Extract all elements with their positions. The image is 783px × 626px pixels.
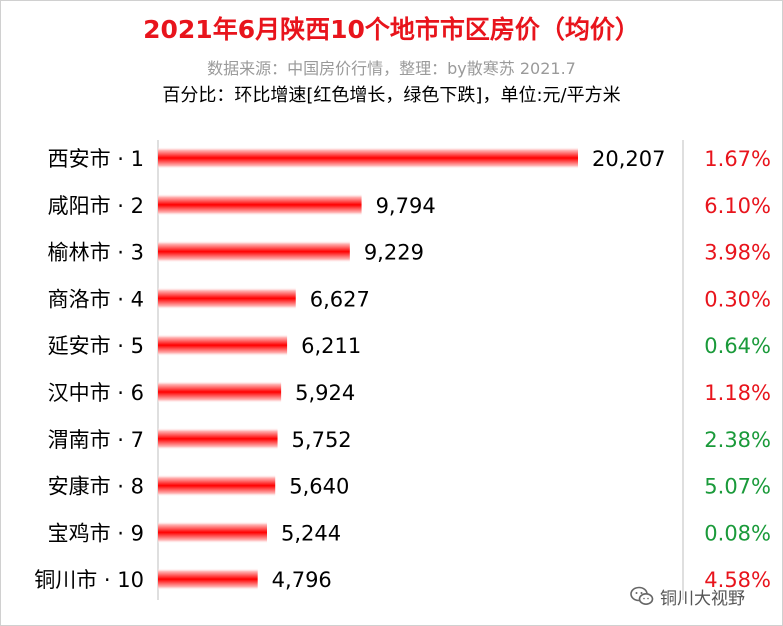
- value-label: 5,752: [292, 428, 352, 452]
- bar: [158, 381, 281, 403]
- value-label: 5,244: [281, 521, 341, 545]
- value-label: 4,796: [272, 568, 332, 592]
- category-label: 延安市 · 5: [48, 334, 144, 358]
- value-label: 9,229: [364, 241, 424, 265]
- bar: [158, 334, 287, 356]
- category-label: 汉中市 · 6: [48, 381, 144, 405]
- pct-label: 0.64%: [704, 334, 771, 358]
- value-label: 6,211: [301, 334, 361, 358]
- bar: [158, 194, 362, 216]
- category-label: 铜川市 · 10: [34, 568, 144, 592]
- pct-label: 1.67%: [704, 147, 771, 171]
- value-label: 6,627: [310, 287, 370, 311]
- category-label: 榆林市 · 3: [48, 241, 144, 265]
- bar: [158, 568, 258, 590]
- bar: [158, 241, 350, 263]
- category-label: 渭南市 · 7: [48, 428, 144, 452]
- category-label: 商洛市 · 4: [48, 287, 144, 311]
- value-label: 5,640: [289, 475, 349, 499]
- value-label: 5,924: [295, 381, 355, 405]
- pct-label: 1.18%: [704, 381, 771, 405]
- wechat-icon: [630, 584, 654, 608]
- bar: [158, 428, 278, 450]
- category-label: 西安市 · 1: [48, 147, 144, 171]
- watermark-text: 铜川大视野: [660, 584, 745, 609]
- bar: [158, 147, 578, 169]
- bar: [158, 475, 275, 497]
- bar: [158, 287, 296, 309]
- pct-label: 0.30%: [704, 287, 771, 311]
- pct-label: 6.10%: [704, 194, 771, 218]
- value-label: 20,207: [592, 147, 665, 171]
- category-label: 宝鸡市 · 9: [48, 521, 144, 545]
- pct-label: 2.38%: [704, 428, 771, 452]
- pct-label: 3.98%: [704, 241, 771, 265]
- category-label: 咸阳市 · 2: [48, 194, 144, 218]
- value-label: 9,794: [376, 194, 436, 218]
- watermark: 铜川大视野: [630, 580, 780, 612]
- bar: [158, 521, 267, 543]
- category-label: 安康市 · 8: [48, 475, 144, 499]
- pct-label: 0.08%: [704, 521, 771, 545]
- pct-label: 5.07%: [704, 475, 771, 499]
